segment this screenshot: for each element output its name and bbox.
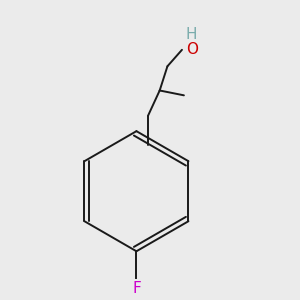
Text: H: H [185, 27, 196, 42]
Text: O: O [186, 42, 198, 57]
Text: F: F [132, 281, 141, 296]
